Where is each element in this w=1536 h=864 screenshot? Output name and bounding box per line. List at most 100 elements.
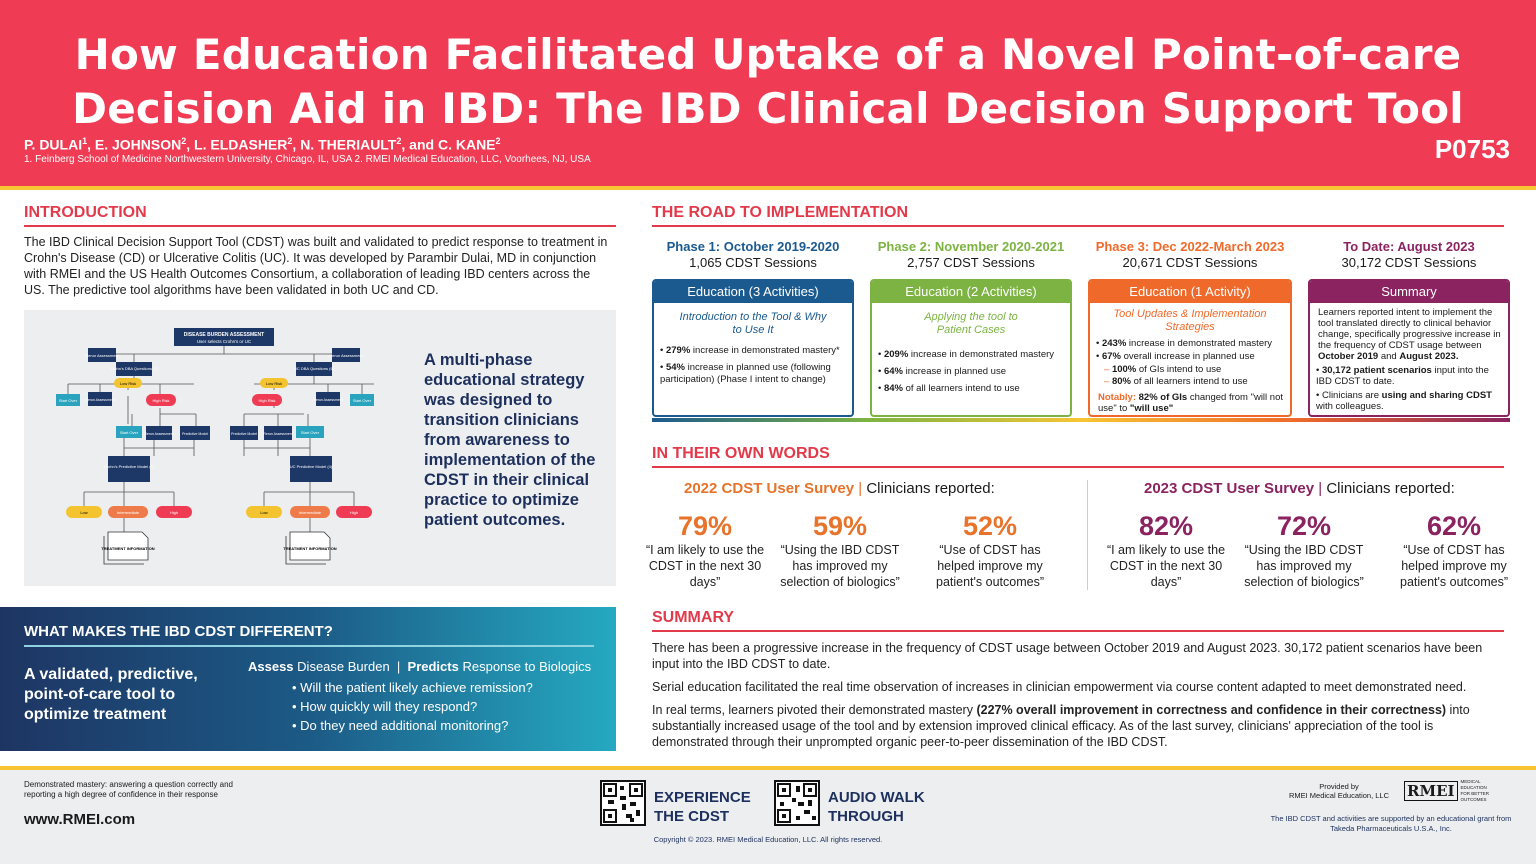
rmei-logo: RMEI MEDICAL EDUCATION FOR BETTER OUTCOM… — [1404, 779, 1502, 803]
stat-2023-outcomes: 62% “Use of CDST has helped improve my p… — [1384, 510, 1524, 590]
road-heading: THE ROAD TO IMPLEMENTATION — [652, 204, 1504, 227]
bullet-value: 64% — [883, 366, 903, 377]
predicts-label: Predicts — [407, 659, 459, 674]
bullet-text: of all learners intend to use — [1130, 376, 1248, 387]
notably-end: "will use" — [1129, 403, 1174, 414]
summary-p3-c: into substantially increased usage of th… — [652, 703, 1470, 749]
stat-2023-likely: 82% “I am likely to use the CDST in the … — [1096, 510, 1236, 590]
bullet-text: Clinicians are — [1321, 390, 1382, 401]
diag-crohns-dba: Crohn's DBA Questions (7) — [110, 366, 159, 371]
intro-heading: INTRODUCTION — [24, 204, 616, 227]
phase-2-bullet: 84% of all learners intend to use — [878, 383, 1064, 395]
diag-uc-pm: UC Predictive Model (4) — [290, 464, 333, 469]
summary-paragraph-1: There has been a progressive increase in… — [652, 641, 1483, 671]
logo-text-line1: MEDICAL EDUCATION — [1460, 779, 1487, 790]
to-date-title: To Date: August 2023 — [1343, 239, 1475, 254]
to-date-sessions: 30,172 CDST Sessions — [1341, 255, 1477, 270]
phase-3-subtitle: Tool Updates & Implementation Strategies — [1113, 308, 1267, 333]
stat-2023-biologics: 72% “Using the IBD CDST has improved my … — [1234, 510, 1374, 590]
rmei-url[interactable]: www.RMEI.com — [24, 811, 136, 828]
bullet-value: 67% — [1101, 351, 1121, 362]
diag-predictive-model: Predictive Model — [182, 432, 208, 436]
author-name: N. THERIAULT — [300, 136, 397, 153]
diag-start-over: Start Over — [120, 430, 139, 435]
notably-text: changed from "will not use" to — [1098, 392, 1283, 414]
phase-1-card-title: Education (3 Activities) — [654, 281, 852, 303]
survey-2023-heading: 2023 CDST User Survey | Clinicians repor… — [1144, 480, 1455, 497]
intro-text: The IBD Clinical Decision Support Tool (… — [24, 235, 608, 297]
bullet-value: 54% — [665, 362, 685, 373]
summary-card: Summary Learners reported intent to impl… — [1308, 279, 1510, 417]
rmei-logo-text: MEDICAL EDUCATION FOR BETTER OUTCOMES — [1461, 779, 1502, 803]
phase-3-title: Phase 3: Dec 2022-March 2023 — [1095, 239, 1285, 254]
summary-card-bullet: Clinicians are using and sharing CDST wi… — [1316, 390, 1502, 412]
phase-2-bullet: 64% increase in planned use — [878, 366, 1064, 378]
provided-line1: Provided by — [1319, 782, 1359, 791]
phase-2-header: Phase 2: November 2020-2021 2,757 CDST S… — [870, 239, 1072, 271]
question-item: How quickly will they respond? — [292, 697, 591, 716]
stat-pct: 79% — [677, 511, 733, 541]
diag-high: High — [350, 510, 358, 515]
survey-2023-title: 2023 CDST User Survey — [1144, 480, 1315, 497]
phase-2-bullets: 209% increase in demonstrated mastery 64… — [878, 349, 1064, 395]
diag-high-risk-left: High Risk — [152, 398, 169, 403]
stat-2022-biologics: 59% “Using the IBD CDST has improved my … — [770, 510, 910, 590]
summary-paragraph-3: In real terms, learners pivoted their de… — [652, 702, 1510, 750]
author-sup: 2 — [287, 136, 293, 146]
phase-2-card-title: Education (2 Activities) — [872, 281, 1070, 303]
author-name: L. ELDASHER — [194, 136, 288, 153]
phase-3-bullet: 67% overall increase in planned use — [1096, 351, 1284, 363]
poster-id: P0753 — [1434, 134, 1510, 164]
assess-text: Disease Burden — [297, 659, 390, 674]
phase-1-title: Phase 1: October 2019-2020 — [666, 239, 840, 254]
bullet-text: increase in demonstrated mastery — [908, 349, 1055, 360]
qr1-label-line2: THE CDST — [654, 808, 729, 825]
phase-3-sessions: 20,671 CDST Sessions — [1122, 255, 1258, 270]
qr-code-audio[interactable] — [774, 780, 820, 826]
affiliations: 1. Feinberg School of Medicine Northwest… — [24, 154, 591, 165]
phase-3-bullet: 243% increase in demonstrated mastery — [1096, 338, 1284, 350]
title-line-1: How Education Facilitated Uptake of a No… — [74, 30, 1462, 79]
grant-statement: The IBD CDST and activities are supporte… — [1270, 814, 1512, 833]
summary-p3-bold: (227% overall improvement in correctness… — [976, 703, 1447, 717]
title-line-2: Decision Aid in IBD: The IBD Clinical De… — [72, 84, 1464, 133]
phase-3-header: Phase 3: Dec 2022-March 2023 20,671 CDST… — [1088, 239, 1292, 271]
qr-code-icon — [603, 783, 643, 823]
flowchart-svg: DISEASE BURDEN ASSESSMENT User selects C… — [56, 328, 374, 565]
stat-quote: “I am likely to use the CDST in the next… — [645, 543, 765, 589]
qr2-label-line1: AUDIO WALK — [828, 789, 925, 806]
different-divider — [24, 645, 594, 647]
bullet-text: of all learners intend to use — [902, 383, 1020, 394]
author-sup: 2 — [396, 136, 402, 146]
diag-start-over: Start Over — [353, 398, 372, 403]
summary-text-c: and — [1378, 351, 1400, 362]
qr1-label-line1: EXPERIENCE — [654, 789, 751, 806]
authors: P. DULAI1, E. JOHNSON2, L. ELDASHER2, N.… — [24, 136, 501, 153]
diag-treatment-info-right: TREATMENT INFORMATION — [283, 546, 337, 551]
phase-3-sub-bullets: – 100% of GIs intend to use – 80% of all… — [1104, 364, 1290, 388]
footer-accent-bar — [0, 766, 1536, 770]
phase-1-card: Education (3 Activities) Introduction to… — [652, 279, 854, 417]
author-name: E. JOHNSON — [94, 136, 182, 153]
survey-2023-reported: Clinicians reported: — [1326, 480, 1455, 497]
bullet-text: overall increase in planned use — [1120, 351, 1255, 362]
survey-2022-reported: Clinicians reported: — [866, 480, 995, 497]
author-name: P. DULAI — [24, 136, 83, 153]
qr-code-experience[interactable] — [600, 780, 646, 826]
diag-rerun: Rerun Assessment — [144, 432, 173, 436]
stat-quote: “Use of CDST has helped improve my patie… — [936, 543, 1044, 589]
bullet-text: increase in planned use (following parti… — [660, 362, 831, 385]
stat-pct: 82% — [1138, 511, 1194, 541]
assess-separator: | — [396, 659, 401, 674]
diag-low-risk-right: Low Risk — [266, 381, 282, 386]
bullet-value: 279% — [665, 345, 691, 356]
assess-predicts-line: Assess Disease Burden | Predicts Respons… — [248, 657, 591, 676]
survey-2022-title: 2022 CDST User Survey — [684, 480, 855, 497]
question-list: Will the patient likely achieve remissio… — [292, 678, 591, 735]
author-name: C. KANE — [437, 136, 496, 153]
qr-experience-label: EXPERIENCE THE CDST — [654, 788, 751, 826]
bullet-text: increase in demonstrated mastery* — [690, 345, 840, 356]
logo-text-line2: FOR BETTER OUTCOMES — [1460, 791, 1490, 802]
phase-3-sub-bullet: – 100% of GIs intend to use — [1104, 364, 1222, 375]
diag-rerun: Rerun Assessment — [85, 398, 114, 402]
